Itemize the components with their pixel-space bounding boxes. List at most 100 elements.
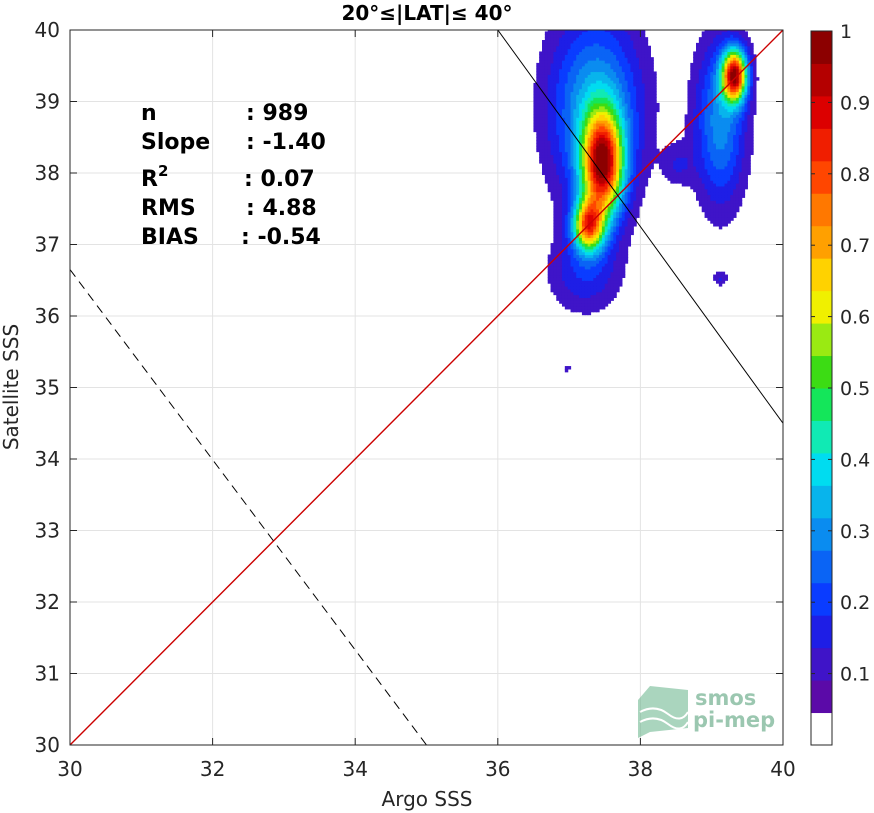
density-cell xyxy=(584,308,589,313)
density-cell xyxy=(544,151,549,156)
density-cell xyxy=(647,108,651,113)
density-cell xyxy=(636,131,640,135)
density-cell xyxy=(750,74,754,78)
density-cell xyxy=(616,145,620,150)
density-cell xyxy=(636,162,640,167)
density-cell xyxy=(590,208,594,213)
density-cell xyxy=(624,168,629,173)
density-cell xyxy=(636,114,640,118)
density-cell xyxy=(619,200,623,204)
density-cell xyxy=(576,57,580,61)
density-cell xyxy=(573,45,577,50)
density-cell xyxy=(544,122,549,127)
density-cell xyxy=(696,108,700,113)
density-cell xyxy=(747,125,751,130)
density-cell xyxy=(621,108,626,113)
density-cell xyxy=(690,122,694,127)
density-cell xyxy=(693,85,697,90)
density-cell xyxy=(747,100,751,104)
density-cell xyxy=(542,42,546,47)
density-cell xyxy=(556,65,560,70)
density-cell xyxy=(633,40,637,44)
density-cell xyxy=(730,105,734,110)
density-cell xyxy=(690,91,694,95)
density-cell xyxy=(698,54,703,58)
density-cell xyxy=(576,271,580,276)
density-cell xyxy=(610,100,614,104)
density-cell xyxy=(564,54,569,58)
density-cell xyxy=(579,74,583,78)
density-cell xyxy=(533,91,537,95)
density-cell xyxy=(636,177,640,181)
density-cell xyxy=(576,114,580,118)
density-cell xyxy=(707,94,711,98)
density-cell xyxy=(647,65,651,70)
density-cell xyxy=(613,248,617,253)
density-cell xyxy=(676,148,680,153)
density-cell xyxy=(747,154,751,158)
density-cell xyxy=(704,80,709,84)
density-cell xyxy=(619,54,623,58)
density-cell xyxy=(704,183,709,187)
density-cell xyxy=(704,154,709,158)
density-cell xyxy=(573,30,577,33)
density-cell xyxy=(653,125,657,130)
density-cell xyxy=(604,42,609,47)
density-cell xyxy=(667,148,671,153)
density-cell xyxy=(690,180,694,184)
density-cell xyxy=(641,108,646,113)
density-cell xyxy=(613,40,617,44)
density-cell xyxy=(616,128,620,133)
density-cell xyxy=(556,60,560,64)
density-cell xyxy=(550,151,555,156)
density-cell xyxy=(576,225,580,230)
density-cell xyxy=(590,217,594,221)
density-cell xyxy=(727,62,731,67)
density-cell xyxy=(641,31,646,35)
density-cell xyxy=(573,274,577,278)
density-cell xyxy=(735,177,740,181)
density-cell xyxy=(727,40,731,44)
density-cell xyxy=(590,82,594,87)
density-cell xyxy=(593,54,597,58)
density-cell xyxy=(687,91,691,95)
density-cell xyxy=(564,162,569,167)
density-cell xyxy=(570,285,574,290)
density-cell xyxy=(636,157,640,161)
density-cell xyxy=(696,122,700,127)
density-cell xyxy=(670,168,674,173)
density-cell xyxy=(735,168,740,173)
density-cell xyxy=(550,57,555,61)
density-cell xyxy=(573,180,577,184)
density-cell xyxy=(573,65,577,70)
density-cell xyxy=(553,74,557,78)
density-cell xyxy=(630,140,634,144)
density-cell xyxy=(653,148,657,153)
density-cell xyxy=(641,54,646,58)
density-cell xyxy=(724,40,728,44)
density-cell xyxy=(573,177,577,181)
density-cell xyxy=(564,45,569,50)
density-cell xyxy=(661,151,666,156)
density-cell xyxy=(727,77,731,81)
density-cell xyxy=(590,248,594,253)
x-axis-ticks: 30 32 34 36 38 40 xyxy=(57,30,796,781)
density-cell xyxy=(690,108,694,113)
density-cell xyxy=(701,134,706,138)
density-cell xyxy=(681,137,686,141)
density-cell xyxy=(584,257,589,261)
density-cell xyxy=(713,54,717,58)
density-cell xyxy=(704,168,709,173)
density-cell xyxy=(650,125,654,130)
density-cell xyxy=(687,177,691,181)
density-cell xyxy=(744,131,748,135)
density-cell xyxy=(581,271,586,276)
density-cell xyxy=(601,122,606,127)
density-cell xyxy=(630,125,634,130)
density-cell xyxy=(584,265,589,270)
density-cell xyxy=(599,42,603,47)
density-cell xyxy=(604,263,609,267)
density-cell xyxy=(670,171,674,176)
density-cell xyxy=(738,188,743,193)
density-cell xyxy=(584,217,589,221)
